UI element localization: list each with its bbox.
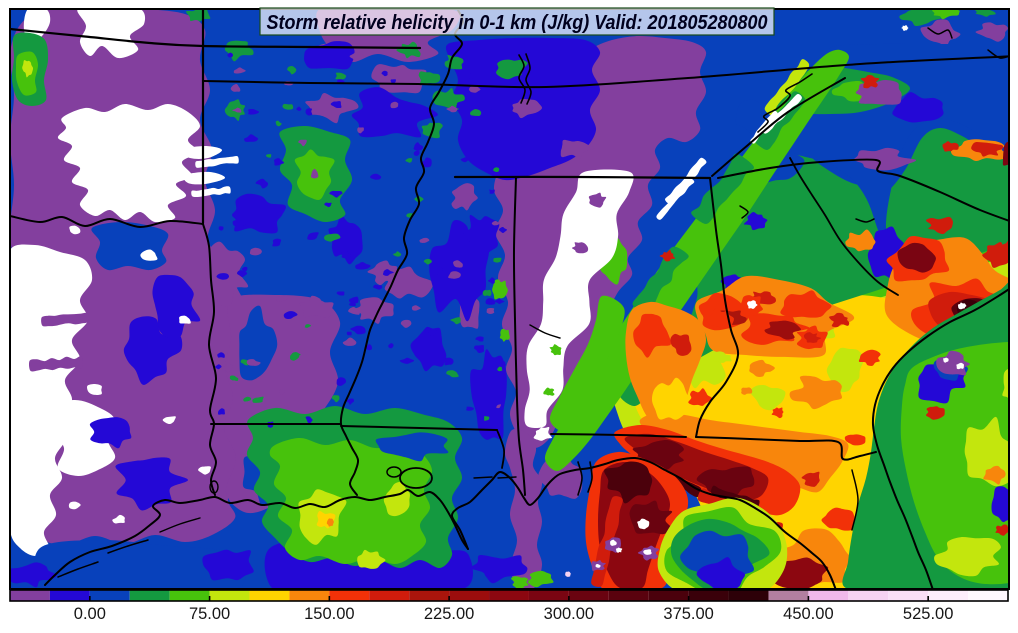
svg-text:0.00: 0.00 bbox=[74, 605, 106, 623]
svg-text:150.00: 150.00 bbox=[304, 605, 354, 623]
svg-text:75.00: 75.00 bbox=[189, 605, 230, 623]
svg-text:300.00: 300.00 bbox=[544, 605, 594, 623]
svg-text:450.00: 450.00 bbox=[783, 605, 833, 623]
svg-text:525.00: 525.00 bbox=[903, 605, 953, 623]
svg-text:225.00: 225.00 bbox=[424, 605, 474, 623]
svg-text:Storm relative helicity in 0-1: Storm relative helicity in 0-1 km (J/kg)… bbox=[267, 11, 769, 34]
svg-text:375.00: 375.00 bbox=[663, 605, 713, 623]
